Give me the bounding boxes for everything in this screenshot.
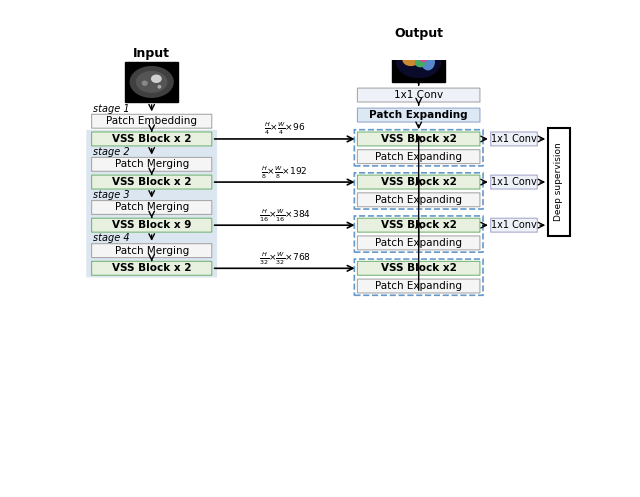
FancyBboxPatch shape xyxy=(92,218,212,232)
Text: Patch Expanding: Patch Expanding xyxy=(375,238,462,248)
Ellipse shape xyxy=(419,55,428,62)
Text: Patch Merging: Patch Merging xyxy=(115,160,189,169)
Bar xyxy=(548,128,570,236)
Text: $\frac{H}{8}{\times}\frac{W}{8}{\times}192$: $\frac{H}{8}{\times}\frac{W}{8}{\times}1… xyxy=(261,164,308,180)
Text: 1x1 Conv: 1x1 Conv xyxy=(491,134,537,144)
FancyBboxPatch shape xyxy=(357,193,480,207)
Ellipse shape xyxy=(415,58,426,68)
Text: stage 1: stage 1 xyxy=(93,103,130,113)
Text: Patch Embedding: Patch Embedding xyxy=(106,116,197,126)
Text: $\frac{H}{16}{\times}\frac{W}{16}{\times}384$: $\frac{H}{16}{\times}\frac{W}{16}{\times… xyxy=(259,207,310,224)
Ellipse shape xyxy=(136,71,168,93)
FancyBboxPatch shape xyxy=(357,150,480,164)
Text: Deep supervision: Deep supervision xyxy=(554,143,563,222)
Text: stage 4: stage 4 xyxy=(93,233,130,243)
Text: $\frac{H}{4}{\times}\frac{W}{4}{\times}96$: $\frac{H}{4}{\times}\frac{W}{4}{\times}9… xyxy=(264,121,305,137)
Text: Patch Expanding: Patch Expanding xyxy=(369,110,468,120)
FancyBboxPatch shape xyxy=(357,218,480,232)
FancyBboxPatch shape xyxy=(491,132,537,146)
Ellipse shape xyxy=(141,81,148,86)
FancyBboxPatch shape xyxy=(92,244,212,257)
Text: VSS Block x2: VSS Block x2 xyxy=(381,263,456,273)
Text: VSS Block x 2: VSS Block x 2 xyxy=(112,263,191,273)
FancyBboxPatch shape xyxy=(357,175,480,189)
Text: Output: Output xyxy=(394,27,443,40)
FancyBboxPatch shape xyxy=(357,108,480,122)
FancyBboxPatch shape xyxy=(357,236,480,250)
FancyBboxPatch shape xyxy=(92,114,212,128)
Text: 1x1 Conv: 1x1 Conv xyxy=(491,220,537,230)
Text: Patch Expanding: Patch Expanding xyxy=(375,281,462,291)
FancyBboxPatch shape xyxy=(491,175,537,189)
FancyBboxPatch shape xyxy=(92,200,212,214)
FancyBboxPatch shape xyxy=(357,132,480,146)
Ellipse shape xyxy=(157,85,161,88)
Text: 1x1 Conv: 1x1 Conv xyxy=(491,177,537,187)
Text: VSS Block x 2: VSS Block x 2 xyxy=(112,177,191,187)
FancyBboxPatch shape xyxy=(92,132,212,146)
Text: VSS Block x2: VSS Block x2 xyxy=(381,177,456,187)
Text: Input: Input xyxy=(133,47,170,61)
FancyBboxPatch shape xyxy=(357,88,480,102)
Text: Patch Expanding: Patch Expanding xyxy=(375,195,462,205)
Bar xyxy=(125,62,178,102)
Text: Patch Merging: Patch Merging xyxy=(115,202,189,213)
Text: VSS Block x 2: VSS Block x 2 xyxy=(112,134,191,144)
Text: stage 2: stage 2 xyxy=(93,147,130,157)
FancyBboxPatch shape xyxy=(491,218,537,232)
Ellipse shape xyxy=(396,46,442,79)
FancyBboxPatch shape xyxy=(357,279,480,293)
FancyBboxPatch shape xyxy=(92,175,212,189)
Text: stage 3: stage 3 xyxy=(93,190,130,200)
Text: 1x1 Conv: 1x1 Conv xyxy=(394,90,444,100)
Text: Patch Merging: Patch Merging xyxy=(115,246,189,255)
FancyBboxPatch shape xyxy=(357,261,480,275)
Ellipse shape xyxy=(403,54,419,66)
Bar xyxy=(392,42,445,82)
Text: Patch Expanding: Patch Expanding xyxy=(375,152,462,162)
FancyBboxPatch shape xyxy=(92,158,212,171)
Text: VSS Block x2: VSS Block x2 xyxy=(381,134,456,144)
Ellipse shape xyxy=(421,54,435,71)
Ellipse shape xyxy=(129,66,174,98)
Ellipse shape xyxy=(151,75,162,83)
FancyBboxPatch shape xyxy=(87,131,216,277)
Text: VSS Block x 9: VSS Block x 9 xyxy=(112,220,191,230)
Text: VSS Block x2: VSS Block x2 xyxy=(381,220,456,230)
FancyBboxPatch shape xyxy=(92,261,212,275)
Text: $\frac{H}{32}{\times}\frac{W}{32}{\times}768$: $\frac{H}{32}{\times}\frac{W}{32}{\times… xyxy=(259,250,310,267)
